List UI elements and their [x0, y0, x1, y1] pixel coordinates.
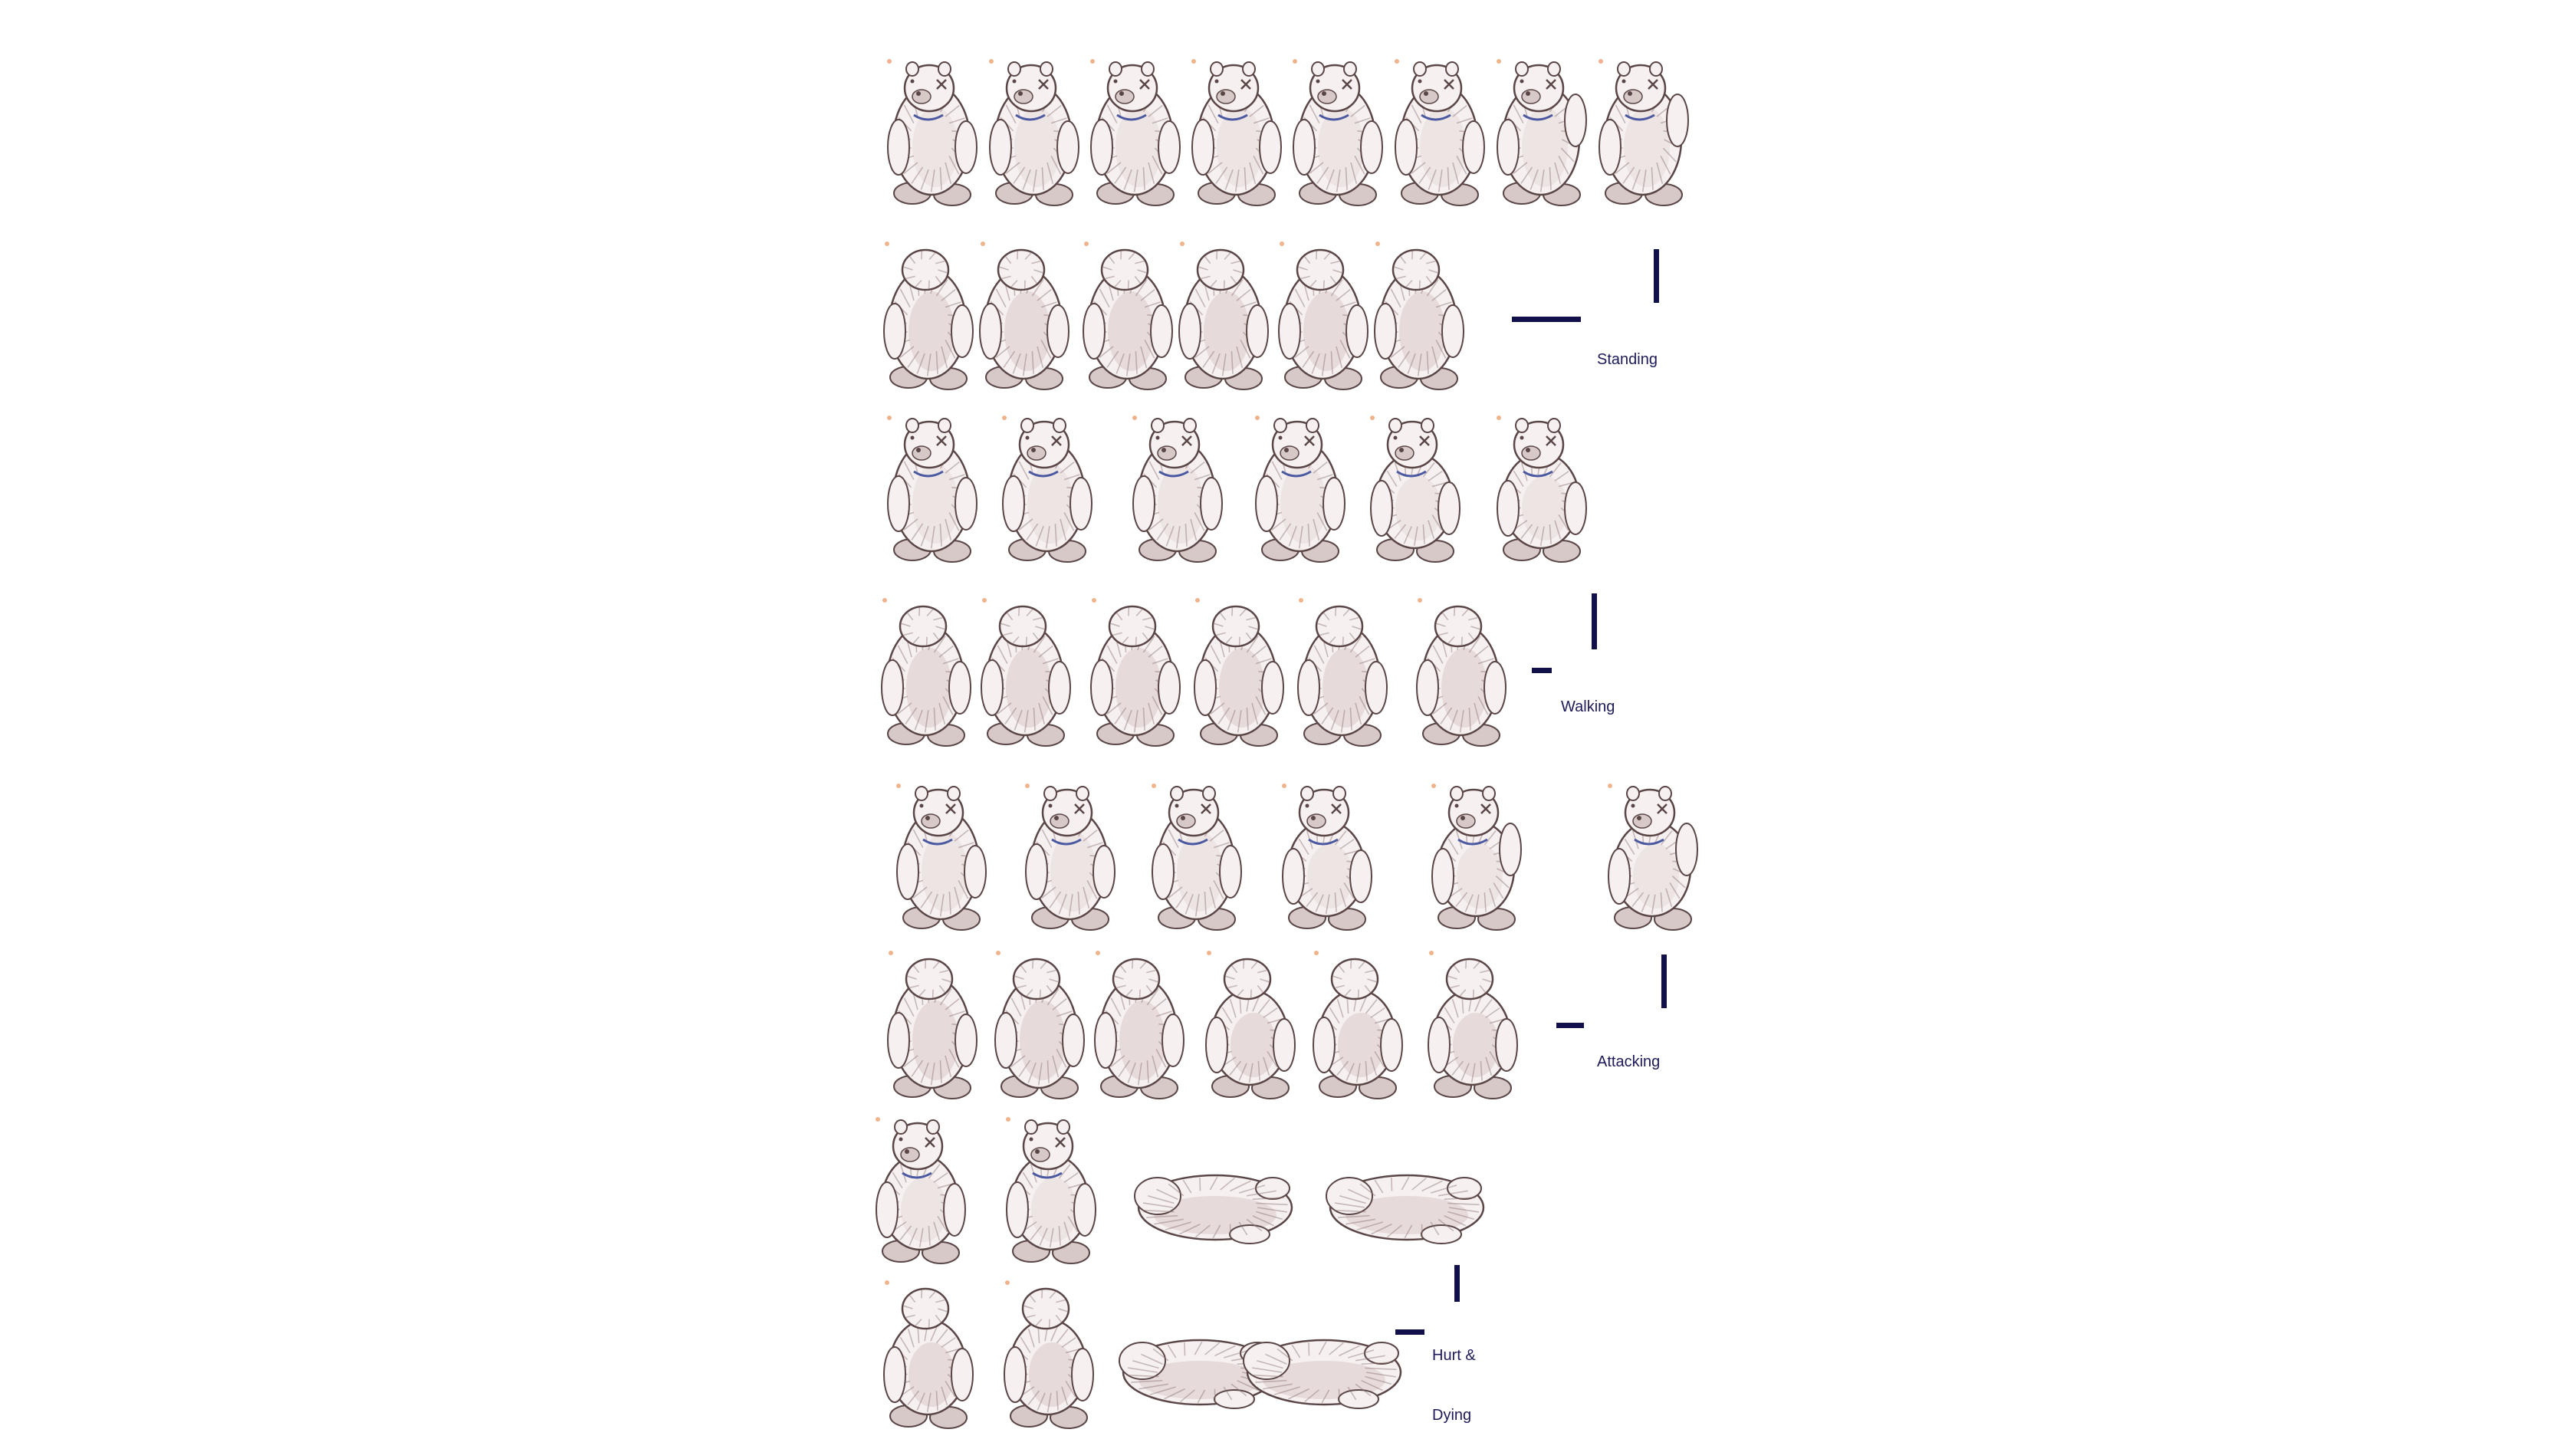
- label-line: Walking: [1561, 698, 1615, 715]
- section-label-hurt-dying: Hurt & Dying: [1432, 1306, 1476, 1445]
- bear-sprite-attacking-back-6: [1422, 947, 1522, 1100]
- bear-sprite-standing-front-6: [1389, 54, 1489, 207]
- bear-sprite-hurt-dying-front-3: [1127, 1142, 1303, 1257]
- hurt-dying-bracket-horizontal: [1395, 1329, 1424, 1335]
- bear-sprite-walking-front-3: [1127, 410, 1227, 564]
- bear-sprite-attacking-front-5: [1426, 778, 1526, 932]
- bear-sprite-standing-front-5: [1287, 54, 1387, 207]
- bear-sprite-walking-front-6: [1491, 410, 1591, 564]
- standing-bracket-horizontal: [1512, 317, 1581, 322]
- section-label-standing: Standing: [1597, 310, 1658, 389]
- bear-sprite-standing-front-3: [1085, 54, 1184, 207]
- standing-bracket-vertical: [1654, 249, 1659, 303]
- bear-sprite-standing-front-7: [1491, 54, 1591, 207]
- bear-sprite-attacking-front-3: [1146, 778, 1246, 932]
- attacking-bracket-horizontal: [1556, 1023, 1584, 1028]
- bear-sprite-standing-back-3: [1077, 238, 1177, 391]
- bear-sprite-standing-front-2: [984, 54, 1083, 207]
- bear-sprite-attacking-front-6: [1602, 778, 1702, 932]
- label-line: Hurt &: [1432, 1347, 1476, 1364]
- bear-sprite-hurt-dying-front-2: [1001, 1112, 1100, 1265]
- bear-sprite-standing-front-8: [1593, 54, 1693, 207]
- bear-sprite-walking-front-5: [1365, 410, 1464, 564]
- bear-sprite-standing-back-1: [878, 238, 978, 391]
- bear-sprite-standing-back-4: [1173, 238, 1273, 391]
- bear-sprite-standing-back-6: [1368, 238, 1468, 391]
- bear-sprite-attacking-back-5: [1307, 947, 1407, 1100]
- bear-sprite-attacking-front-1: [891, 778, 991, 932]
- bear-sprite-walking-back-4: [1188, 594, 1288, 748]
- bear-sprite-attacking-front-2: [1020, 778, 1119, 932]
- bear-sprite-attacking-back-3: [1089, 947, 1188, 1100]
- bear-sprite-hurt-dying-front-4: [1319, 1142, 1495, 1257]
- bear-sprite-walking-back-3: [1085, 594, 1184, 748]
- bear-sprite-hurt-dying-back-4: [1236, 1307, 1412, 1422]
- section-label-attacking: Attacking: [1597, 1012, 1660, 1092]
- bear-sprite-walking-front-2: [997, 410, 1096, 564]
- bear-sprite-attacking-back-4: [1200, 947, 1300, 1100]
- label-line: Attacking: [1597, 1053, 1661, 1070]
- bear-sprite-walking-front-1: [882, 410, 981, 564]
- attacking-bracket-vertical: [1661, 955, 1667, 1008]
- bear-sprite-walking-back-5: [1292, 594, 1392, 748]
- bear-sprite-standing-back-2: [974, 238, 1073, 391]
- walking-bracket-vertical: [1592, 593, 1597, 649]
- bear-sprite-attacking-back-1: [882, 947, 981, 1100]
- section-label-walking: Walking: [1561, 657, 1615, 737]
- label-line: Dying: [1432, 1407, 1472, 1424]
- bear-sprite-walking-back-6: [1411, 594, 1510, 748]
- bear-sprite-hurt-dying-back-1: [878, 1276, 978, 1430]
- bear-sprite-attacking-back-2: [989, 947, 1089, 1100]
- bear-sprite-walking-back-2: [975, 594, 1075, 748]
- walking-bracket-horizontal: [1532, 668, 1552, 673]
- bear-sprite-walking-front-4: [1250, 410, 1349, 564]
- label-line: Standing: [1597, 351, 1658, 368]
- bear-sprite-standing-front-1: [882, 54, 981, 207]
- bear-sprite-attacking-front-4: [1276, 778, 1376, 932]
- bear-sprite-walking-back-1: [876, 594, 975, 748]
- hurt-dying-bracket-vertical: [1454, 1265, 1460, 1302]
- bear-sprite-hurt-dying-back-2: [998, 1276, 1098, 1430]
- bear-sprite-hurt-dying-front-1: [870, 1112, 970, 1265]
- bear-sprite-standing-back-5: [1273, 238, 1372, 391]
- bear-sprite-standing-front-4: [1186, 54, 1286, 207]
